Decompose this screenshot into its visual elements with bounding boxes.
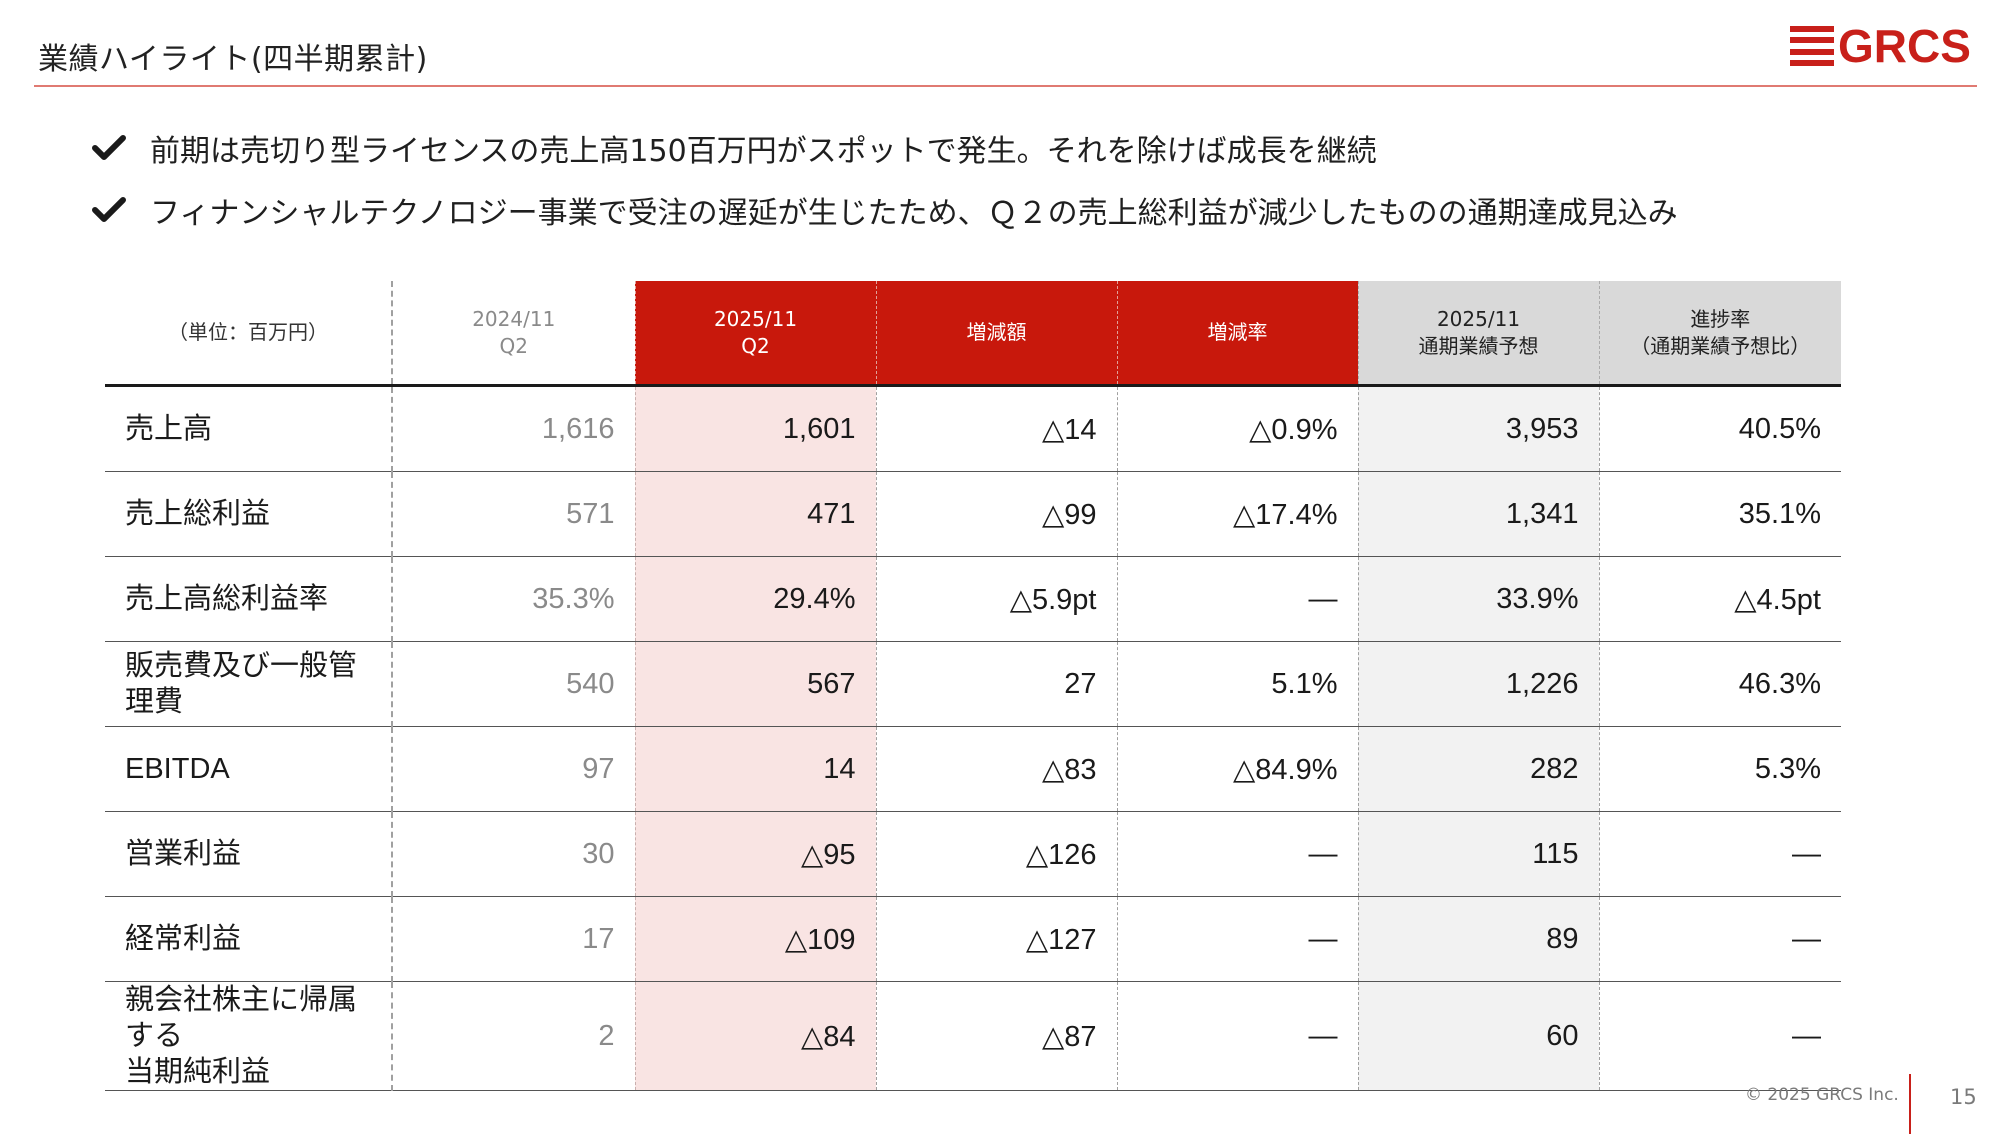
forecast-period: 2025/11 — [1436, 306, 1521, 331]
table-row: 販売費及び一般管理費 540 567 27 5.1% 1,226 46.3% — [105, 641, 1841, 727]
table-row: 売上総利益 571 471 △99 △17.4% 1,341 35.1% — [105, 471, 1841, 557]
change-rate: — — [1116, 896, 1358, 982]
forecast-label: 通期業績予想 — [1418, 333, 1539, 358]
prev-year-period: 2024/11 — [472, 306, 556, 331]
table-row: 親会社株主に帰属する 当期純利益 2 △84 △87 — 60 — — [105, 981, 1841, 1091]
change-amount: △14 — [875, 385, 1117, 472]
table-row: 営業利益 30 △95 △126 — 115 — — [105, 811, 1841, 897]
forecast-value: 89 — [1357, 896, 1599, 982]
change-rate: — — [1116, 556, 1358, 642]
checkmark-icon — [92, 197, 126, 222]
change-rate-header: 増減率 — [1116, 281, 1358, 387]
forecast-header: 2025/11 通期業績予想 — [1357, 281, 1599, 387]
change-rate: 5.1% — [1116, 641, 1358, 727]
change-amount: △5.9pt — [875, 556, 1117, 642]
row-label: 営業利益 — [105, 811, 392, 897]
current-year-header: 2025/11 Q2 — [634, 281, 876, 387]
prev-value: 17 — [391, 896, 635, 982]
current-value: 29.4% — [634, 556, 876, 642]
progress-value: 5.3% — [1598, 726, 1841, 812]
progress-sublabel: （通期業績予想比） — [1630, 333, 1811, 358]
forecast-value: 1,341 — [1357, 471, 1599, 557]
row-label: 売上高 — [105, 385, 392, 472]
page-title: 業績ハイライト(四半期累計) — [38, 42, 428, 77]
bullet-text: 前期は売切り型ライセンスの売上高150百万円がスポットで発生。それを除けば成長を… — [150, 134, 1377, 169]
prev-value: 2 — [391, 981, 635, 1091]
prev-value: 571 — [391, 471, 635, 557]
row-label: 親会社株主に帰属する 当期純利益 — [105, 981, 392, 1091]
bullet-text: フィナンシャルテクノロジー事業で受注の遅延が生じたため、Ｑ２の売上総利益が減少し… — [150, 196, 1678, 231]
row-label: 販売費及び一般管理費 — [105, 641, 392, 727]
current-value: 1,601 — [634, 385, 876, 472]
change-amount: △126 — [875, 811, 1117, 897]
table-row: 売上高 1,616 1,601 △14 △0.9% 3,953 40.5% — [105, 385, 1841, 472]
row-label: 売上高総利益率 — [105, 556, 392, 642]
current-value: △84 — [634, 981, 876, 1091]
logo-bars-icon — [1790, 26, 1834, 66]
forecast-value: 115 — [1357, 811, 1599, 897]
progress-value: — — [1598, 896, 1841, 982]
change-rate: △17.4% — [1116, 471, 1358, 557]
progress-value: △4.5pt — [1598, 556, 1841, 642]
progress-value: 35.1% — [1598, 471, 1841, 557]
table-row: EBITDA 97 14 △83 △84.9% 282 5.3% — [105, 726, 1841, 812]
table-row: 経常利益 17 △109 △127 — 89 — — [105, 896, 1841, 982]
change-amount: △83 — [875, 726, 1117, 812]
change-amount-header: 増減額 — [875, 281, 1117, 387]
current-value: 567 — [634, 641, 876, 727]
current-value: △95 — [634, 811, 876, 897]
forecast-value: 3,953 — [1357, 385, 1599, 472]
checkmark-icon — [92, 135, 126, 160]
prev-year-header: 2024/11 Q2 — [391, 281, 635, 387]
forecast-value: 33.9% — [1357, 556, 1599, 642]
forecast-value: 282 — [1357, 726, 1599, 812]
forecast-value: 60 — [1357, 981, 1599, 1091]
change-rate: — — [1116, 981, 1358, 1091]
grcs-logo: GRCS — [1790, 22, 1971, 70]
prev-value: 540 — [391, 641, 635, 727]
prev-value: 35.3% — [391, 556, 635, 642]
bullet-item: 前期は売切り型ライセンスの売上高150百万円がスポットで発生。それを除けば成長を… — [92, 128, 1678, 169]
table-header-row: （単位：百万円） 2024/11 Q2 2025/11 Q2 増減額 増減率 2… — [105, 281, 1841, 387]
change-amount: 27 — [875, 641, 1117, 727]
prev-value: 30 — [391, 811, 635, 897]
change-amount: △87 — [875, 981, 1117, 1091]
page-number: 15 — [1950, 1085, 1977, 1109]
progress-header: 進捗率 （通期業績予想比） — [1598, 281, 1841, 387]
row-label: EBITDA — [105, 726, 392, 812]
row-label: 売上総利益 — [105, 471, 392, 557]
progress-value: 40.5% — [1598, 385, 1841, 472]
progress-value: — — [1598, 981, 1841, 1091]
highlight-bullets: 前期は売切り型ライセンスの売上高150百万円がスポットで発生。それを除けば成長を… — [92, 128, 1678, 252]
table-row: 売上高総利益率 35.3% 29.4% △5.9pt — 33.9% △4.5p… — [105, 556, 1841, 642]
progress-value: — — [1598, 811, 1841, 897]
forecast-value: 1,226 — [1357, 641, 1599, 727]
prev-value: 1,616 — [391, 385, 635, 472]
current-value: △109 — [634, 896, 876, 982]
progress-value: 46.3% — [1598, 641, 1841, 727]
change-rate: — — [1116, 811, 1358, 897]
row-label-line: 当期純利益 — [125, 1056, 271, 1088]
title-divider — [34, 85, 1977, 87]
prev-value: 97 — [391, 726, 635, 812]
unit-header: （単位：百万円） — [105, 281, 392, 387]
progress-label: 進捗率 — [1690, 306, 1751, 331]
prev-year-quarter: Q2 — [499, 333, 528, 358]
results-table: （単位：百万円） 2024/11 Q2 2025/11 Q2 増減額 増減率 2… — [105, 281, 1841, 1091]
change-rate: △84.9% — [1116, 726, 1358, 812]
footer-divider — [1909, 1074, 1911, 1134]
change-rate: △0.9% — [1116, 385, 1358, 472]
row-label-line: 親会社株主に帰属する — [125, 984, 358, 1052]
current-value: 14 — [634, 726, 876, 812]
current-year-period: 2025/11 — [713, 306, 798, 331]
row-label: 経常利益 — [105, 896, 392, 982]
current-value: 471 — [634, 471, 876, 557]
current-year-quarter: Q2 — [741, 333, 770, 358]
change-amount: △127 — [875, 896, 1117, 982]
change-amount: △99 — [875, 471, 1117, 557]
copyright-text: © 2025 GRCS Inc. — [1745, 1085, 1899, 1105]
bullet-item: フィナンシャルテクノロジー事業で受注の遅延が生じたため、Ｑ２の売上総利益が減少し… — [92, 190, 1678, 231]
logo-text: GRCS — [1838, 20, 1971, 72]
